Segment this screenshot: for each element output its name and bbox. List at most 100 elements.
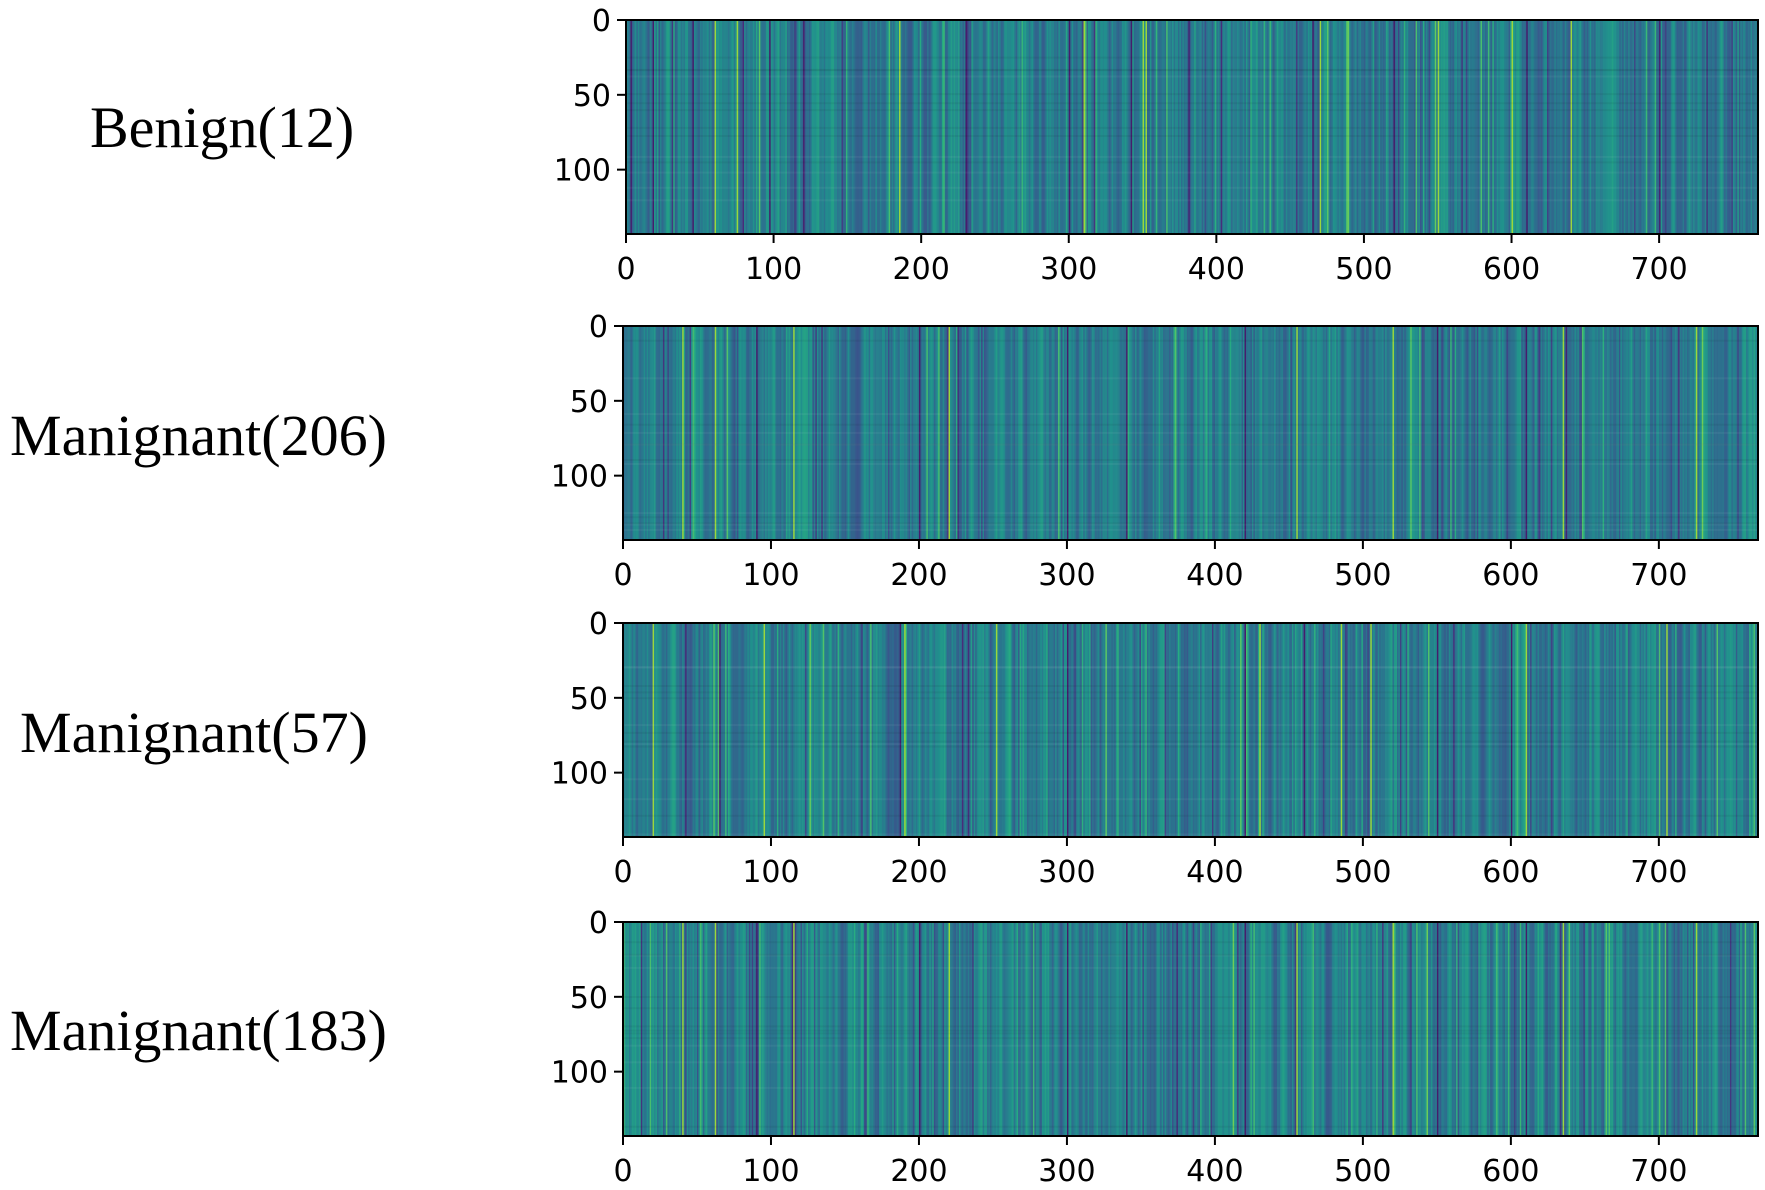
- heatmap-column: [732, 326, 735, 540]
- heatmap-column: [935, 20, 938, 234]
- heatmap-column: [1117, 922, 1120, 1136]
- heatmap-column: [1514, 20, 1517, 234]
- heatmap-column: [1578, 623, 1581, 837]
- heatmap-column: [711, 623, 714, 837]
- heatmap-column: [941, 326, 943, 540]
- heatmap-column: [719, 922, 722, 1136]
- heatmap-column: [939, 326, 942, 540]
- heatmap-column: [1661, 623, 1664, 837]
- heatmap-column: [731, 623, 733, 837]
- heatmap-column: [1324, 623, 1327, 837]
- heatmap-column: [1502, 20, 1505, 234]
- heatmap-column: [803, 922, 806, 1136]
- heatmap-column: [1365, 326, 1368, 540]
- heatmap-column: [1250, 326, 1253, 540]
- heatmap-column: [969, 922, 972, 1136]
- heatmap-column: [1737, 20, 1740, 234]
- heatmap-column: [695, 326, 698, 540]
- heatmap-column: [1000, 20, 1003, 234]
- heatmap-column: [908, 326, 911, 540]
- heatmap-column: [899, 20, 901, 234]
- heatmap-column: [710, 326, 713, 540]
- heatmap-column: [790, 623, 793, 837]
- heatmap-column: [1410, 922, 1413, 1136]
- heatmap-column: [917, 326, 920, 540]
- heatmap-column: [1422, 326, 1424, 540]
- heatmap-column: [690, 20, 693, 234]
- heatmap-column: [825, 623, 828, 837]
- heatmap-column: [779, 623, 782, 837]
- heatmap-column: [720, 326, 723, 540]
- heatmap-column: [996, 20, 999, 234]
- heatmap-column: [1660, 20, 1663, 234]
- heatmap-column: [1182, 20, 1185, 234]
- heatmap-column: [1349, 20, 1352, 234]
- heatmap-column: [1139, 326, 1142, 540]
- heatmap-column: [1428, 326, 1430, 540]
- heatmap-column: [1615, 623, 1618, 837]
- heatmap-column: [898, 922, 901, 1136]
- heatmap-column: [1188, 922, 1191, 1136]
- heatmap-column: [1185, 623, 1188, 837]
- heatmap-column: [1356, 326, 1359, 540]
- heatmap-column: [1592, 623, 1595, 837]
- heatmap-column: [816, 623, 819, 837]
- heatmap-column: [927, 326, 930, 540]
- heatmap-column: [1387, 20, 1390, 234]
- heatmap-column: [1725, 326, 1728, 540]
- heatmap-column: [1629, 326, 1632, 540]
- heatmap-column: [1071, 326, 1074, 540]
- heatmap-column: [1100, 922, 1103, 1136]
- heatmap-column: [1269, 922, 1272, 1136]
- heatmap-column: [1098, 623, 1100, 837]
- heatmap-column: [1231, 20, 1233, 234]
- heatmap-column: [987, 20, 990, 234]
- heatmap-column: [674, 20, 677, 234]
- heatmap-column: [1746, 922, 1748, 1136]
- heatmap-column: [1299, 20, 1301, 234]
- heatmap-band: [623, 443, 1758, 446]
- heatmap-column: [1271, 623, 1273, 837]
- heatmap-column: [1329, 20, 1332, 234]
- heatmap-column: [1397, 20, 1400, 234]
- heatmap-column: [1749, 922, 1751, 1136]
- heatmap-column: [1532, 20, 1535, 234]
- heatmap-column: [1449, 20, 1452, 234]
- heatmap-column: [1735, 326, 1738, 540]
- heatmap-column: [688, 922, 690, 1136]
- heatmap-column: [787, 623, 790, 837]
- heatmap-column: [842, 623, 844, 837]
- heatmap-column: [1325, 922, 1328, 1136]
- heatmap-column: [1452, 20, 1455, 234]
- heatmap-column: [1749, 326, 1751, 540]
- heatmap-column: [1540, 623, 1543, 837]
- heatmap-column: [1047, 326, 1050, 540]
- heatmap-column: [1361, 922, 1364, 1136]
- heatmap-column: [778, 922, 781, 1136]
- heatmap-column: [674, 623, 677, 837]
- heatmap-column: [1576, 20, 1579, 234]
- heatmap-column: [1257, 922, 1260, 1136]
- heatmap-column: [1106, 623, 1109, 837]
- heatmap-column: [1345, 922, 1347, 1136]
- heatmap-column: [1544, 922, 1547, 1136]
- heatmap-column: [728, 326, 730, 540]
- heatmap-column: [1740, 326, 1743, 540]
- heatmap-column: [1078, 922, 1081, 1136]
- heatmap-column: [1363, 20, 1366, 234]
- heatmap-column: [836, 326, 838, 540]
- heatmap-column: [1575, 326, 1578, 540]
- heatmap-column: [1063, 922, 1066, 1136]
- heatmap-column: [1055, 20, 1058, 234]
- heatmap-column: [1099, 922, 1102, 1136]
- heatmap-column: [1302, 326, 1305, 540]
- heatmap-column: [1324, 922, 1327, 1136]
- heatmap-column: [858, 623, 861, 837]
- heatmap-column: [633, 326, 636, 540]
- heatmap-column: [1460, 922, 1463, 1136]
- heatmap-column: [900, 20, 903, 234]
- heatmap-column: [1731, 623, 1734, 837]
- heatmap-column: [1101, 20, 1104, 234]
- heatmap-column: [1403, 20, 1406, 234]
- heatmap-column: [1136, 20, 1139, 234]
